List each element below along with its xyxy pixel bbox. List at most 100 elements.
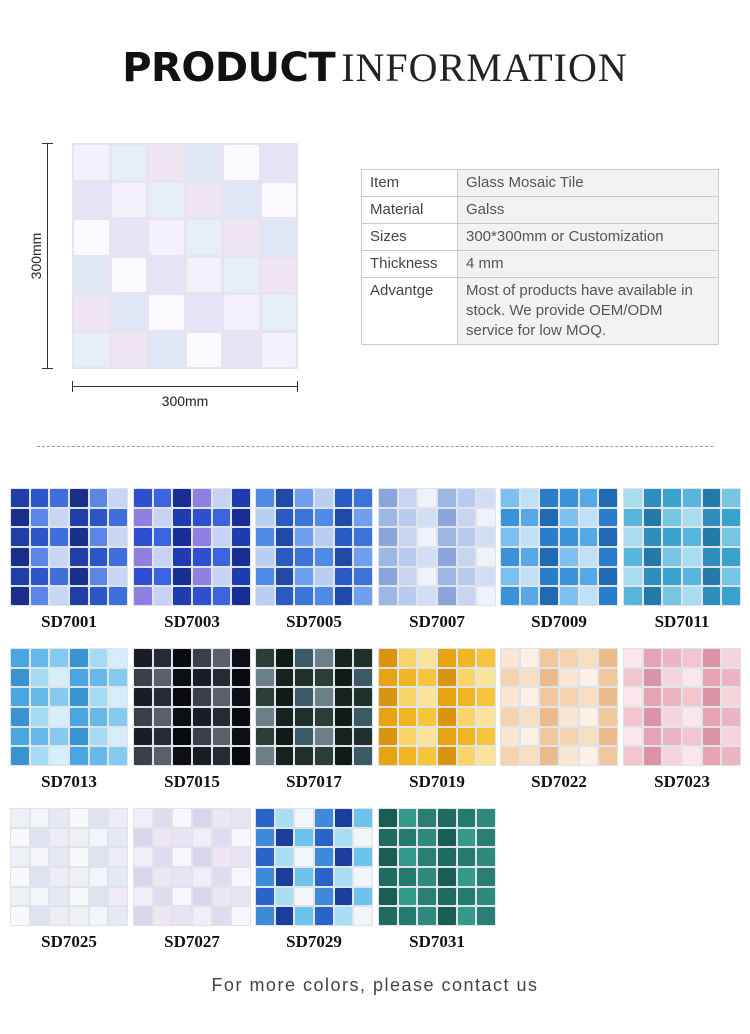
swatch-cell (69, 587, 88, 605)
swatch-cell (398, 567, 417, 586)
swatch-cell (134, 809, 152, 827)
swatch-cell (232, 489, 250, 507)
swatch-code: SD7015 (164, 772, 220, 791)
swatch-cell (212, 587, 231, 605)
swatch-cell (477, 567, 495, 586)
swatch-cell (379, 867, 397, 886)
swatch-cell (354, 668, 372, 687)
swatch-cell (212, 528, 231, 546)
swatch-cell (643, 508, 662, 527)
swatch-cell (232, 727, 250, 746)
swatch-cell (50, 649, 68, 667)
swatch-cell (153, 688, 172, 706)
swatch-cell (314, 668, 333, 687)
swatch-cell (275, 587, 294, 605)
swatch-cell (256, 848, 274, 866)
sample-tile-cell (261, 295, 296, 330)
swatch-cell (69, 848, 88, 866)
swatch-cell (520, 727, 539, 746)
swatch-cell (89, 649, 108, 667)
swatch-cell (275, 809, 294, 827)
swatch-cell (477, 887, 495, 906)
swatch-cell (11, 547, 29, 566)
swatch-cell (295, 508, 313, 527)
swatch-cell (173, 707, 191, 726)
swatch-cell (153, 649, 172, 667)
swatch-cell (540, 747, 558, 765)
info-row: Item Glass Mosaic Tile (361, 169, 719, 197)
swatch-cell (398, 809, 417, 827)
swatch-cell (295, 649, 313, 667)
swatch-cell (334, 887, 353, 906)
swatch-cell (501, 747, 519, 765)
swatch-cell (722, 707, 740, 726)
info-row: Material Galss (361, 196, 719, 224)
swatch-cell (379, 688, 397, 706)
swatch-cell (559, 727, 578, 746)
swatch-cell (314, 887, 333, 906)
swatch-cell (109, 809, 127, 827)
height-dimension-line (42, 143, 53, 369)
swatch-cell (69, 528, 88, 546)
swatch-cell (295, 848, 313, 866)
swatch-cell (398, 587, 417, 605)
swatch-cell (624, 547, 642, 566)
swatch-cell (418, 489, 436, 507)
swatch-cell (477, 707, 495, 726)
swatch-cell (722, 547, 740, 566)
swatch-cell (212, 727, 231, 746)
swatch-image (133, 488, 251, 606)
swatch-cell (11, 587, 29, 605)
swatch-cell (540, 508, 558, 527)
swatch-cell (314, 649, 333, 667)
swatch-cell (334, 707, 353, 726)
swatch-cell (256, 867, 274, 886)
swatch-cell (579, 747, 598, 765)
swatch-cell (520, 528, 539, 546)
swatch-cell (643, 668, 662, 687)
swatch-cell (354, 707, 372, 726)
swatch-cell (643, 547, 662, 566)
swatch-cell (624, 489, 642, 507)
swatch-image (255, 648, 373, 766)
swatch-cell (354, 747, 372, 765)
swatch-cell (457, 867, 476, 886)
swatch-cell (173, 747, 191, 765)
swatch-cell (437, 809, 456, 827)
swatch-cell (354, 727, 372, 746)
swatch-cell (153, 867, 172, 886)
swatch-cell (437, 489, 456, 507)
swatch-cell (624, 649, 642, 667)
swatch-image (500, 648, 618, 766)
sample-tile-cell (111, 332, 146, 367)
swatch-cell (437, 887, 456, 906)
section-divider (37, 446, 713, 447)
swatch-cell (11, 688, 29, 706)
color-swatch: SD7023 (623, 648, 741, 792)
swatch-cell (275, 727, 294, 746)
sample-tile-cell (149, 295, 184, 330)
sample-tile-cell (186, 145, 221, 180)
swatch-cell (354, 567, 372, 586)
swatch-cell (379, 907, 397, 925)
swatch-cell (501, 649, 519, 667)
swatch-cell (457, 887, 476, 906)
swatch-cell (682, 508, 701, 527)
swatch-cell (520, 508, 539, 527)
swatch-cell (232, 547, 250, 566)
swatch-image (10, 488, 128, 606)
swatch-cell (354, 809, 372, 827)
swatch-image (133, 648, 251, 766)
swatch-cell (437, 587, 456, 605)
swatch-cell (109, 707, 127, 726)
swatch-cell (599, 489, 617, 507)
info-value: Galss (457, 196, 719, 224)
swatch-cell (50, 867, 68, 886)
swatch-cell (559, 567, 578, 586)
swatch-cell (501, 489, 519, 507)
color-swatch: SD7001 (10, 488, 128, 632)
swatch-cell (540, 668, 558, 687)
swatch-cell (109, 848, 127, 866)
swatch-cell (153, 828, 172, 847)
swatch-cell (334, 688, 353, 706)
